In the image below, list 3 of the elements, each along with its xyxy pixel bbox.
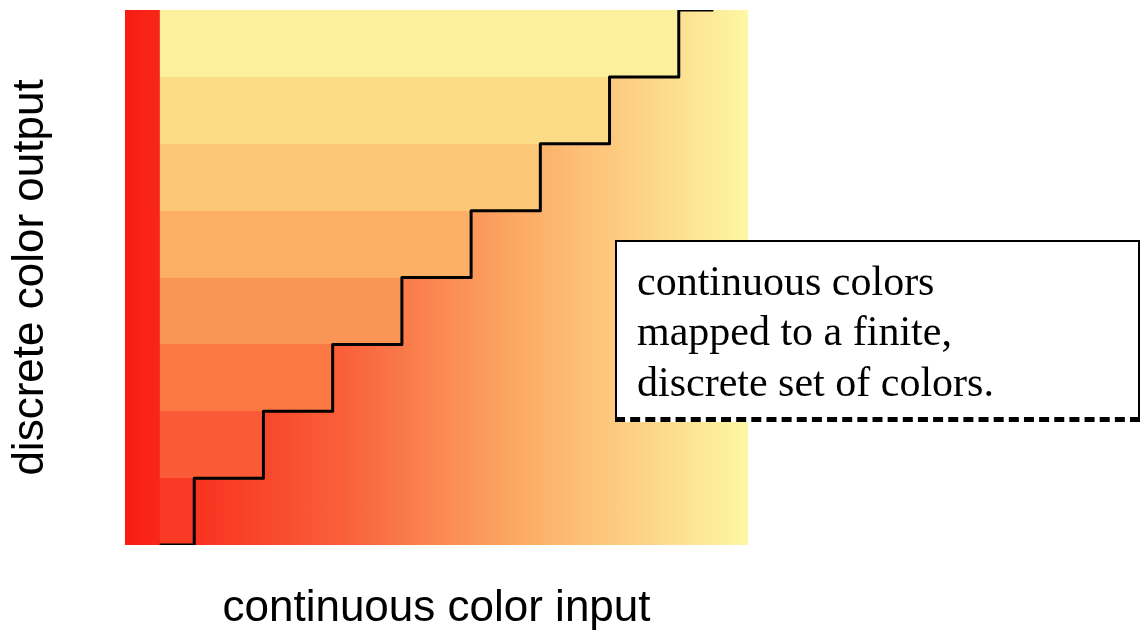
note-box: continuous colors mapped to a finite, discrete set of colors. <box>615 240 1140 423</box>
x-axis-title: continuous color input <box>222 580 651 630</box>
y-axis-title: discrete color output <box>2 79 52 476</box>
